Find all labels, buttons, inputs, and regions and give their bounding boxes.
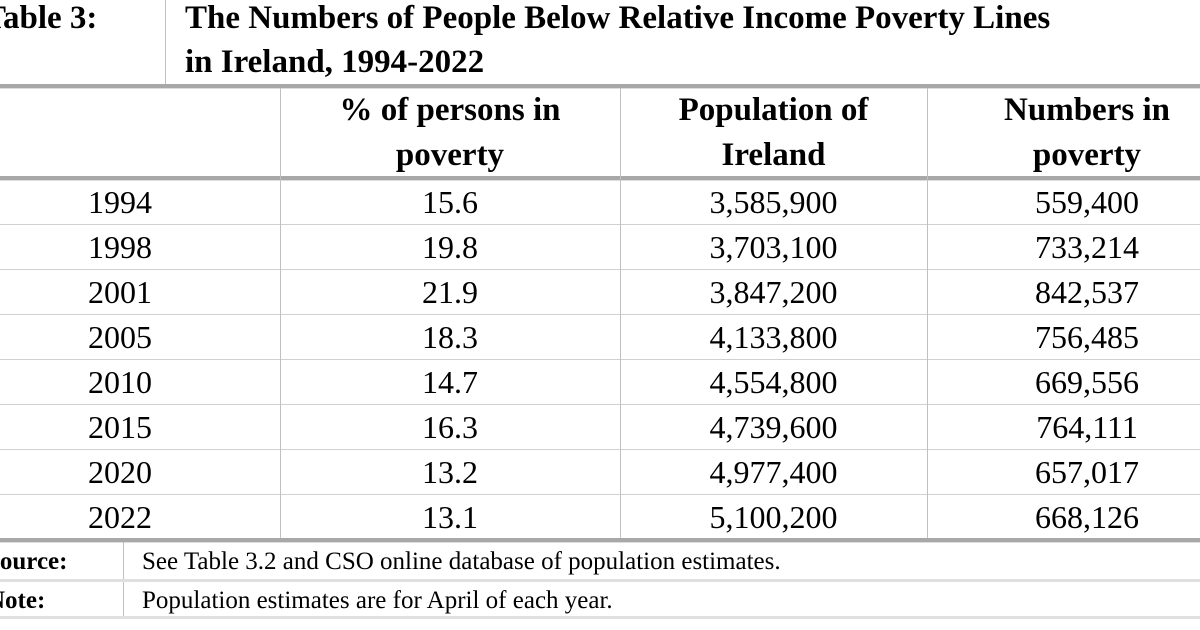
cell-percent: 21.9	[422, 274, 478, 310]
divider	[0, 616, 1200, 619]
table-row: 2015 16.3 4,739,600 764,111	[0, 405, 1200, 450]
table-title-line1: The Numbers of People Below Relative Inc…	[185, 0, 1051, 36]
header-line: % of persons in	[339, 92, 561, 128]
header-line: poverty	[1032, 137, 1142, 173]
cell-year: 2010	[88, 364, 152, 400]
cell-population: 3,847,200	[709, 274, 838, 310]
note-text: Population estimates are for April of ea…	[142, 587, 613, 614]
table-title-line2: in Ireland, 1994-2022	[185, 44, 485, 80]
cell-year: 1994	[88, 184, 152, 220]
header-numbers-in-poverty: Numbers in poverty	[927, 88, 1200, 178]
divider	[0, 176, 1200, 181]
cell-year: 2001	[88, 274, 152, 310]
cell-percent: 16.3	[422, 409, 478, 445]
table-row: 2001 21.9 3,847,200 842,537	[0, 270, 1200, 315]
table-row: 2022 13.1 5,100,200 668,126	[0, 495, 1200, 540]
cell-population: 3,585,900	[709, 184, 838, 220]
divider	[0, 84, 1200, 89]
cell-population: 4,977,400	[709, 454, 838, 490]
column-divider	[927, 88, 928, 538]
cell-percent: 14.7	[422, 364, 478, 400]
table-row: 2010 14.7 4,554,800 669,556	[0, 360, 1200, 405]
cell-numbers: 669,556	[1035, 364, 1139, 400]
cell-numbers: 842,537	[1035, 274, 1139, 310]
source-text: See Table 3.2 and CSO online database of…	[142, 548, 781, 575]
row-divider	[0, 404, 1200, 405]
cell-year: 1998	[88, 229, 152, 265]
header-percent-in-poverty: % of persons in poverty	[280, 88, 620, 178]
cell-year: 2015	[88, 409, 152, 445]
header-line: poverty	[395, 137, 505, 173]
cell-percent: 19.8	[422, 229, 478, 265]
header-line: Numbers in	[1004, 92, 1170, 128]
cell-population: 4,739,600	[709, 409, 838, 445]
table-row: 2020 13.2 4,977,400 657,017	[0, 450, 1200, 495]
cell-year: 2022	[88, 499, 152, 535]
row-divider	[0, 314, 1200, 315]
cell-population: 4,554,800	[709, 364, 838, 400]
divider	[0, 579, 1200, 582]
cell-numbers: 733,214	[1035, 229, 1139, 265]
header-line: Ireland	[721, 137, 826, 173]
row-divider	[0, 449, 1200, 450]
cell-percent: 18.3	[422, 319, 478, 355]
cell-percent: 13.1	[422, 499, 478, 535]
cell-percent: 15.6	[422, 184, 478, 220]
cell-numbers: 657,017	[1035, 454, 1139, 490]
column-divider	[280, 88, 281, 538]
table-label: Table 3:	[0, 0, 98, 36]
cell-year: 2005	[88, 319, 152, 355]
note-label: Note:	[0, 587, 46, 614]
row-divider	[0, 269, 1200, 270]
source-label: Source:	[0, 548, 68, 575]
cell-population: 4,133,800	[709, 319, 838, 355]
cell-numbers: 764,111	[1036, 409, 1138, 445]
cell-numbers: 756,485	[1035, 319, 1139, 355]
header-line: Population of	[678, 92, 869, 128]
cell-numbers: 668,126	[1035, 499, 1139, 535]
cell-numbers: 559,400	[1035, 184, 1139, 220]
cell-population: 3,703,100	[709, 229, 838, 265]
cell-population: 5,100,200	[709, 499, 838, 535]
cell-percent: 13.2	[422, 454, 478, 490]
row-divider	[0, 359, 1200, 360]
cell-year: 2020	[88, 454, 152, 490]
table-row: 2005 18.3 4,133,800 756,485	[0, 315, 1200, 360]
header-population: Population of Ireland	[620, 88, 927, 178]
divider	[165, 0, 166, 86]
row-divider	[0, 494, 1200, 495]
row-divider	[0, 224, 1200, 225]
table-row: 1998 19.8 3,703,100 733,214	[0, 225, 1200, 270]
divider	[0, 538, 1200, 543]
column-divider	[620, 88, 621, 538]
table-row: 1994 15.6 3,585,900 559,400	[0, 180, 1200, 225]
